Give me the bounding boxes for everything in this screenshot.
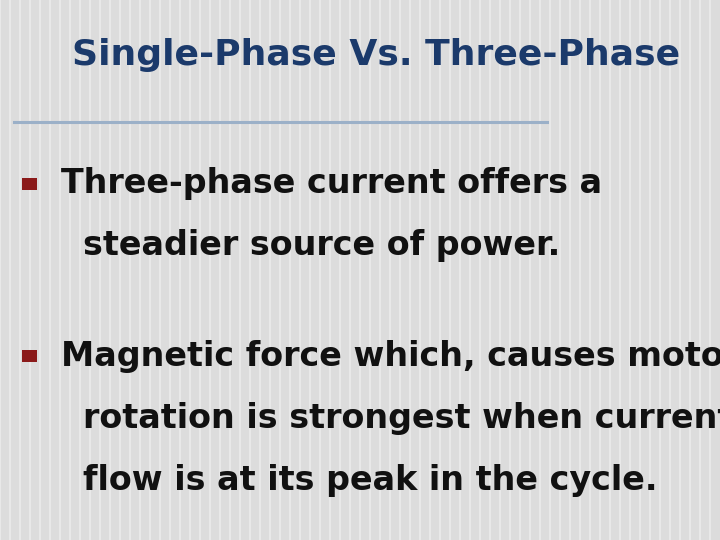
Text: Three-phase current offers a: Three-phase current offers a [61,167,603,200]
Text: Magnetic force which, causes motor: Magnetic force which, causes motor [61,340,720,373]
Bar [22,178,37,190]
Text: Single-Phase Vs. Three-Phase: Single-Phase Vs. Three-Phase [72,38,680,72]
Text: flow is at its peak in the cycle.: flow is at its peak in the cycle. [83,464,657,497]
Bar [22,350,37,362]
Text: rotation is strongest when current: rotation is strongest when current [83,402,720,435]
Text: steadier source of power.: steadier source of power. [83,229,560,262]
